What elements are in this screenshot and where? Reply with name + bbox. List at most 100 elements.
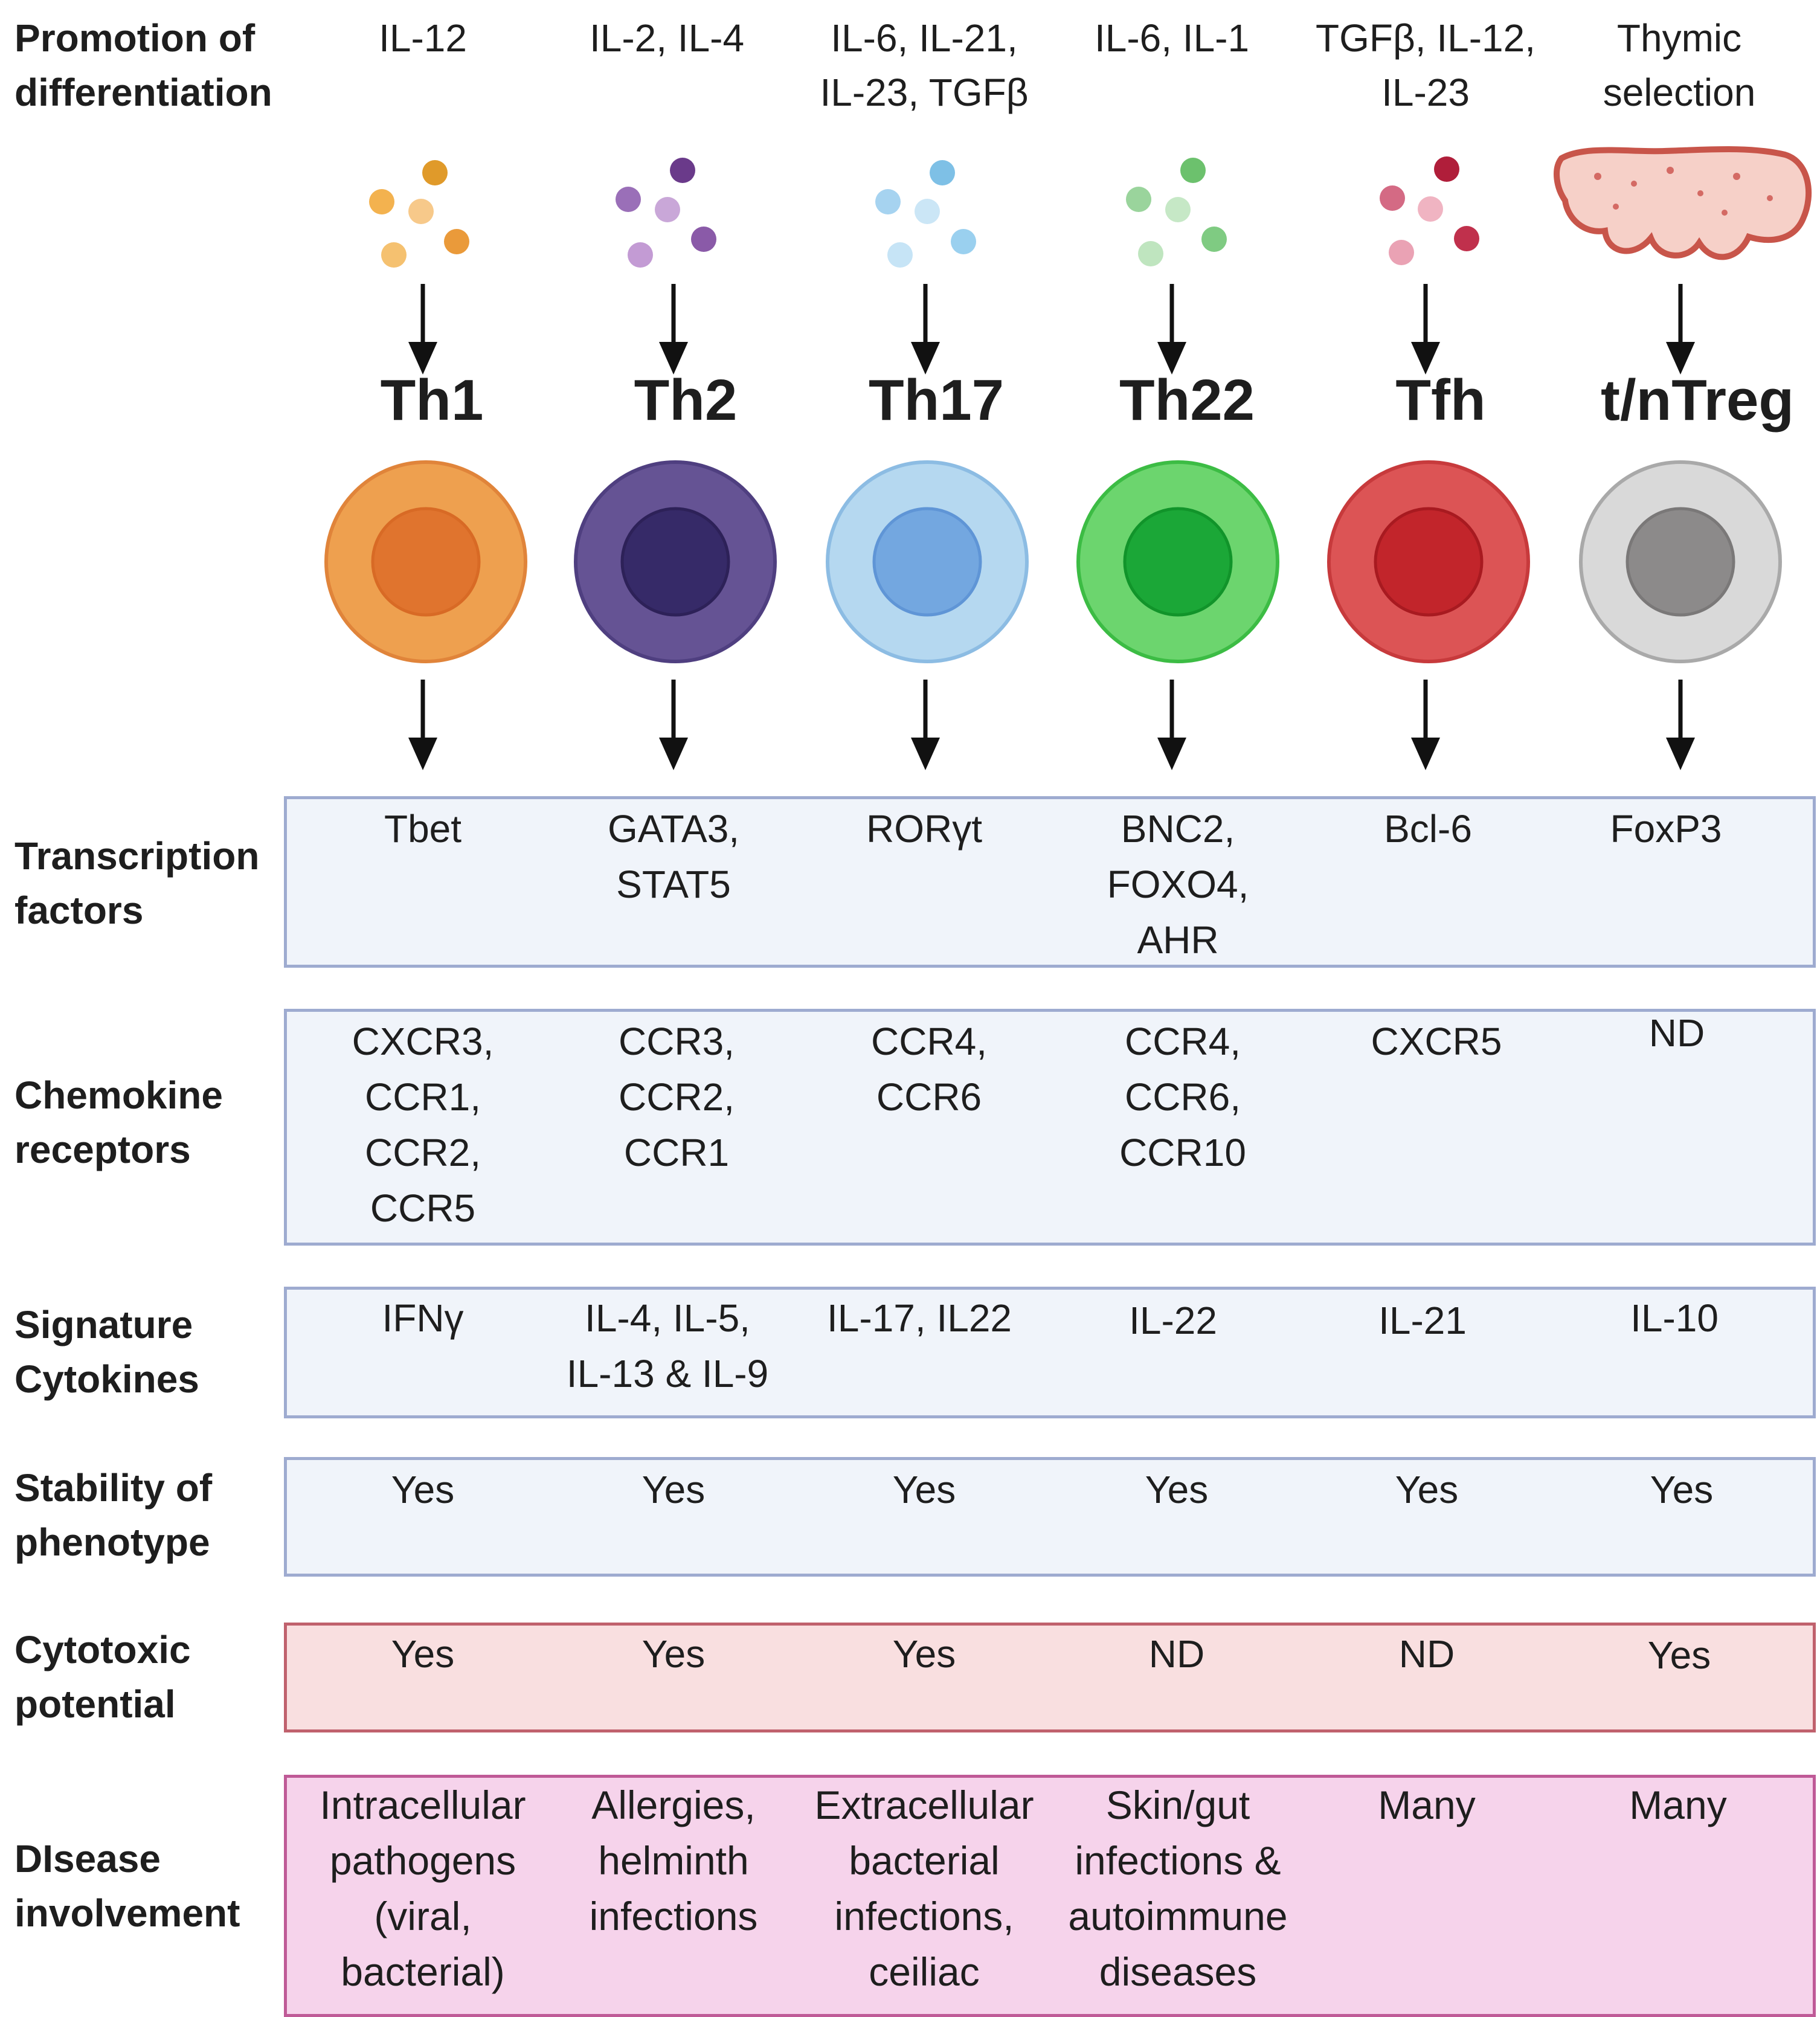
stability-tfh: Yes [1395,1468,1459,1511]
cell-name-tfh: Tfh [1395,368,1486,433]
cytokines-tfh: IL-21 [1378,1299,1467,1342]
row-label-promotion: Promotion of differentiation [14,16,272,114]
thymus-icon [1554,146,1812,260]
cytotoxic-th2: Yes [642,1632,706,1676]
row-label-cytotoxic: Cytotoxic potential [14,1628,191,1726]
cytokine-dot [1201,227,1227,252]
arrow-down-icon [408,680,437,770]
disease-th22: Skin/gut infections & autoimmune disease… [1068,1783,1288,1994]
thymus-spot [1631,181,1637,187]
cytokine-dot [1380,185,1405,211]
cell-nucleus [1374,507,1484,617]
promotion-treg: Thymic selection [1603,16,1756,114]
cell-name-th2: Th2 [634,368,738,433]
cytokine-dots-th17 [875,160,976,268]
cytokine-dot [691,227,716,252]
promotion-th22: IL-6, IL-1 [1094,16,1250,60]
cytokine-dot [930,160,955,185]
cytokine-dot [628,242,653,268]
transcription-th22: BNC2, FOXO4, AHR [1107,807,1249,962]
cytokine-dot [1180,158,1206,183]
cytokine-dots-tfh [1380,156,1479,265]
cytokines-th22: IL-22 [1129,1299,1217,1342]
cell-name-treg: t/nTreg [1600,368,1795,433]
cell-icon-th2 [574,460,777,663]
arrow-down-icon [659,680,688,770]
cell-nucleus [1123,507,1233,617]
stability-treg: Yes [1650,1468,1714,1511]
thymus-spot [1733,173,1740,180]
stability-th17: Yes [892,1468,956,1511]
disease-th2: Allergies, helminth infections [589,1783,758,1938]
cell-name-th22: Th22 [1119,368,1255,433]
stability-th2: Yes [642,1468,706,1511]
arrow-down-icon [1666,680,1695,770]
cytokine-dot [670,158,695,183]
cytokines-th2: IL-4, IL-5, IL-13 & IL-9 [566,1296,769,1395]
cytokine-dots-th22 [1126,158,1227,266]
arrow-down-icon [1411,284,1440,375]
cell-nucleus [872,507,982,617]
cytokine-dot [1138,241,1163,266]
arrow-down-icon [408,284,437,375]
stability-th22: Yes [1145,1468,1209,1511]
chemokine-th1: CXCR3, CCR1, CCR2, CCR5 [352,1020,494,1230]
cytokine-dot [1454,226,1479,251]
cytotoxic-row-box [284,1623,1816,1732]
cytokines-th17: IL-17, IL22 [827,1296,1012,1340]
chemokine-th2: CCR3, CCR2, CCR1 [618,1020,735,1174]
stability-th1: Yes [391,1468,455,1511]
transcription-th1: Tbet [384,807,462,851]
row-label-stability: Stability of phenotype [14,1466,213,1564]
cytotoxic-th1: Yes [391,1632,455,1676]
cytokine-dot [1165,197,1191,222]
cell-name-th1: Th1 [380,368,484,433]
promotion-th1: IL-12 [379,16,467,60]
cytokine-dot [915,199,940,224]
thymus-spot [1767,195,1773,201]
chemokine-row-box [284,1009,1816,1246]
cell-nucleus [620,507,730,617]
chemokine-treg: ND [1648,1011,1705,1055]
cell-icon-th17 [826,460,1029,663]
cytokines-th1: IFNγ [382,1296,464,1340]
arrow-down-icon [1157,284,1186,375]
arrow-down-icon [1411,680,1440,770]
cytotoxic-th17: Yes [892,1632,956,1676]
arrow-down-icon [659,284,688,375]
thymus-spot [1722,210,1728,216]
cytotoxic-th22: ND [1148,1632,1205,1676]
promotion-tfh: TGFβ, IL-12, IL-23 [1316,16,1535,114]
cytokine-dot [1434,156,1459,182]
promotion-th2: IL-2, IL-4 [589,16,745,60]
cytokine-dot [1389,240,1414,265]
chemokine-th22: CCR4, CCR6, CCR10 [1119,1020,1246,1174]
cytokine-dot [616,187,641,212]
cytotoxic-treg: Yes [1647,1633,1711,1677]
arrow-down-icon [1157,680,1186,770]
cytokine-dot [422,160,448,185]
arrow-down-icon [1666,284,1695,375]
cytotoxic-tfh: ND [1398,1632,1455,1676]
arrow-down-icon [911,284,940,375]
row-label-transcription: Transcription factors [14,834,260,932]
cytokine-dot [408,199,434,224]
cell-name-th17: Th17 [868,368,1005,433]
stability-row-box [284,1457,1816,1577]
thymus-spot [1594,173,1601,180]
disease-tfh: Many [1378,1783,1476,1827]
cytokine-dot [444,229,469,254]
cytokines-treg: IL-10 [1630,1296,1719,1340]
transcription-treg: FoxP3 [1610,807,1722,851]
cytokine-dots-th1 [369,160,469,268]
cytokine-dot [887,242,913,268]
row-label-chemokine: Chemokine receptors [14,1073,223,1171]
cell-icon-th1 [324,460,527,663]
cell-nucleus [371,507,481,617]
arrow-down-icon [911,680,940,770]
cytokine-dot [1126,187,1151,212]
cytokines-row-box [284,1287,1816,1418]
chemokine-th17: CCR4, CCR6 [870,1020,988,1119]
cytokine-dot [381,242,407,268]
disease-row-box [284,1775,1816,2017]
